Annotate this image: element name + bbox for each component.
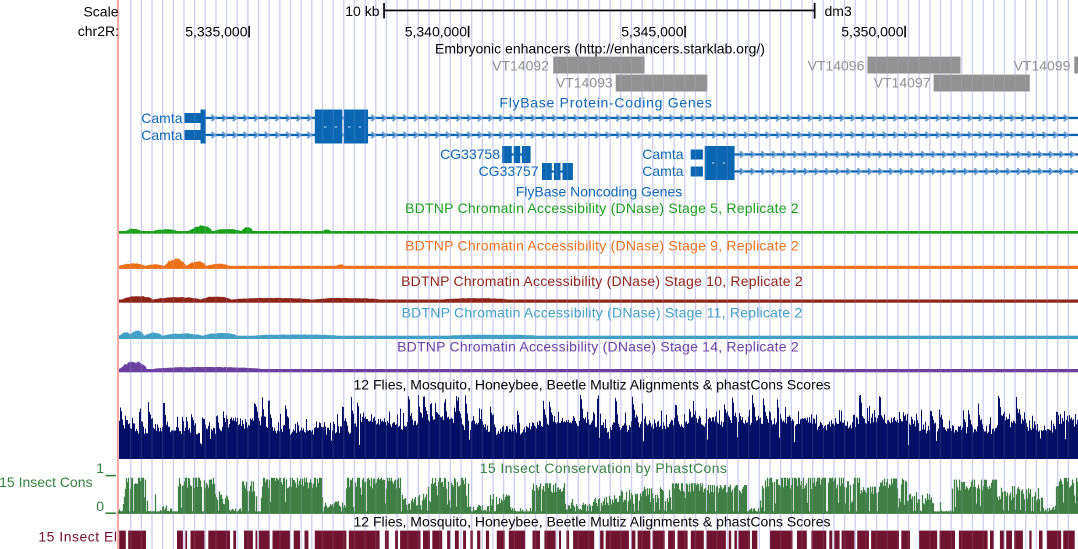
- svg-text:1: 1: [96, 460, 104, 476]
- svg-text:Camta: Camta: [141, 127, 182, 143]
- svg-text:CG33758: CG33758: [440, 146, 500, 162]
- svg-text:5,345,000: 5,345,000: [621, 23, 683, 39]
- svg-text:Scale: Scale: [83, 4, 118, 20]
- svg-text:5,335,000: 5,335,000: [185, 23, 247, 39]
- svg-text:10 kb: 10 kb: [345, 3, 379, 19]
- svg-text:dm3: dm3: [825, 3, 852, 19]
- svg-text:FlyBase Noncoding Genes: FlyBase Noncoding Genes: [516, 184, 683, 200]
- svg-text:15 Insect Conservation by Phas: 15 Insect Conservation by PhastCons: [480, 460, 728, 476]
- svg-text:5,340,000: 5,340,000: [405, 23, 467, 39]
- svg-text:15 Insect El: 15 Insect El: [38, 529, 117, 545]
- svg-text:BDTNP Chromatin Accessibility: BDTNP Chromatin Accessibility (DNase) St…: [402, 305, 803, 321]
- svg-text:15 Insect Cons: 15 Insect Cons: [0, 474, 93, 490]
- svg-text:Camta: Camta: [642, 146, 683, 162]
- svg-text:VT14093: VT14093: [556, 74, 613, 90]
- svg-text:CG33757: CG33757: [479, 163, 539, 179]
- svg-text:BDTNP Chromatin Accessibility: BDTNP Chromatin Accessibility (DNase) St…: [401, 273, 803, 289]
- svg-text:BDTNP Chromatin Accessibility: BDTNP Chromatin Accessibility (DNase) St…: [405, 200, 799, 216]
- svg-text:Embryonic enhancers (http://en: Embryonic enhancers (http://enhancers.st…: [435, 41, 765, 57]
- svg-text:12 Flies, Mosquito, Honeybee,: 12 Flies, Mosquito, Honeybee, Beetle Mul…: [353, 513, 830, 529]
- svg-text:FlyBase Protein-Coding Genes: FlyBase Protein-Coding Genes: [499, 94, 712, 110]
- svg-text:BDTNP Chromatin Accessibility: BDTNP Chromatin Accessibility (DNase) St…: [397, 338, 799, 354]
- svg-text:Camta: Camta: [642, 163, 683, 179]
- svg-text:VT14092: VT14092: [492, 57, 549, 73]
- svg-text:Camta: Camta: [141, 110, 182, 126]
- svg-text:12 Flies, Mosquito, Honeybee,: 12 Flies, Mosquito, Honeybee, Beetle Mul…: [353, 377, 830, 393]
- svg-text:0: 0: [96, 498, 104, 514]
- svg-text:chr2R:: chr2R:: [78, 23, 119, 39]
- svg-text:VT14099: VT14099: [1014, 57, 1071, 73]
- svg-text:BDTNP Chromatin Accessibility: BDTNP Chromatin Accessibility (DNase) St…: [405, 238, 799, 254]
- svg-text:VT14096: VT14096: [808, 57, 865, 73]
- svg-text:VT14097: VT14097: [874, 74, 931, 90]
- svg-text:5,350,000: 5,350,000: [841, 23, 903, 39]
